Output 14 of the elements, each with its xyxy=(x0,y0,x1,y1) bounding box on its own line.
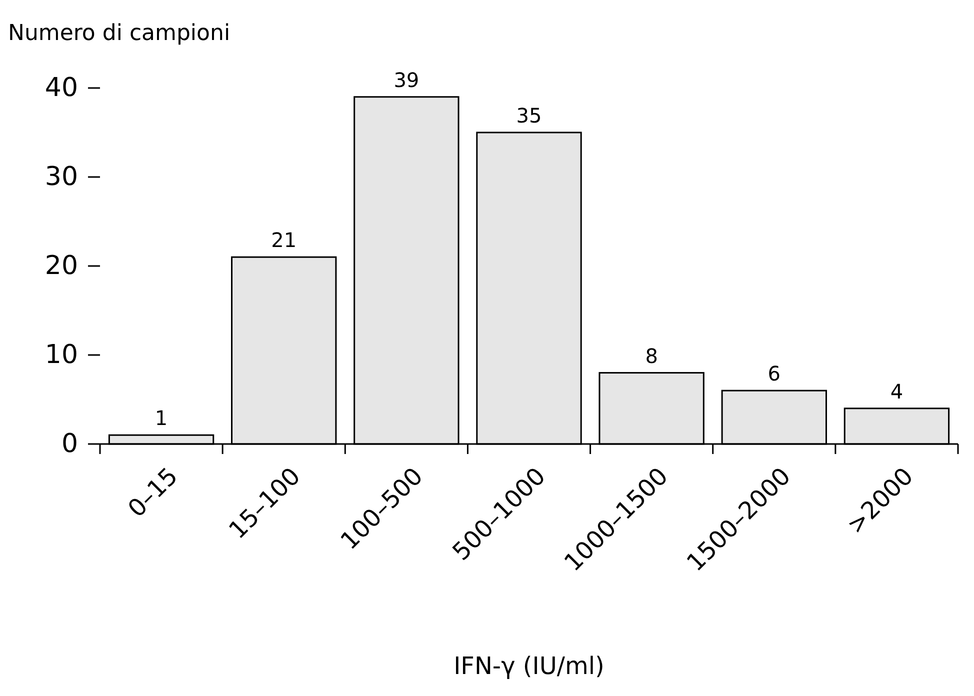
data-label: 8 xyxy=(645,344,658,368)
data-label: 35 xyxy=(516,104,542,128)
data-label: 4 xyxy=(890,379,904,404)
y-tick-label: 30 xyxy=(44,162,78,192)
y-axis-title: Numero di campioni xyxy=(8,21,230,46)
y-tick-label: 0 xyxy=(61,429,78,459)
data-label: 39 xyxy=(394,68,420,92)
y-tick-label: 10 xyxy=(44,340,78,370)
data-label: 6 xyxy=(768,362,781,386)
data-label: 1 xyxy=(154,406,168,430)
x-axis-title: IFN-γ (IU/ml) xyxy=(454,652,604,680)
y-tick-label: 20 xyxy=(44,251,78,281)
data-label: 21 xyxy=(271,228,297,252)
y-tick-label: 40 xyxy=(44,73,78,103)
